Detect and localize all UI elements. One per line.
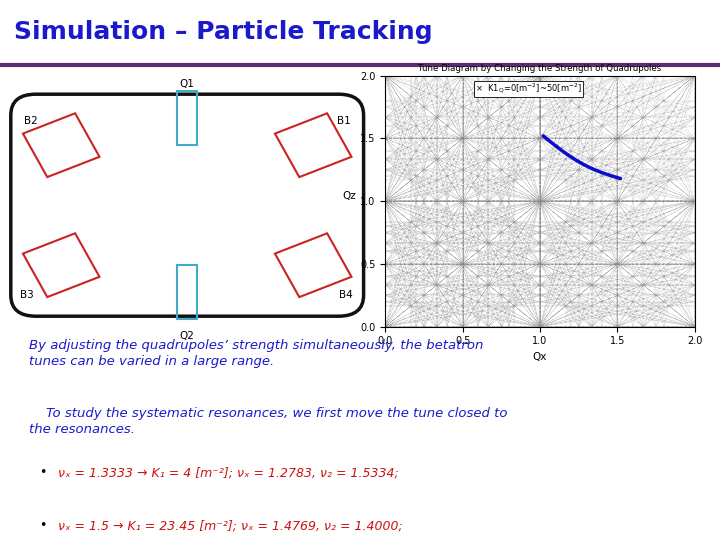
Text: B4: B4	[338, 290, 353, 300]
Text: Simulation – Particle Tracking: Simulation – Particle Tracking	[14, 19, 433, 44]
Text: Q2: Q2	[180, 330, 194, 341]
Text: By adjusting the quadrupoles’ strength simultaneously, the betatron
tunes can be: By adjusting the quadrupoles’ strength s…	[29, 339, 483, 368]
Text: B2: B2	[24, 116, 37, 126]
Text: B3: B3	[20, 290, 34, 300]
Text: •: •	[40, 519, 47, 532]
X-axis label: Qx: Qx	[533, 352, 547, 362]
Text: $\times$  K1$_\mathrm{Q}$=0[m$^{-2}$]~50[m$^{-2}$]: $\times$ K1$_\mathrm{Q}$=0[m$^{-2}$]~50[…	[475, 82, 582, 96]
Title: Tune Diagram by Changing the Strength of Quadrupoles: Tune Diagram by Changing the Strength of…	[418, 64, 662, 73]
Y-axis label: Qz: Qz	[342, 191, 356, 201]
Bar	[177, 265, 197, 319]
Text: To study the systematic resonances, we first move the tune closed to
the resonan: To study the systematic resonances, we f…	[29, 407, 508, 436]
Text: •: •	[40, 466, 47, 479]
Bar	[177, 91, 197, 145]
Text: Q1: Q1	[180, 79, 194, 89]
Text: νₓ = 1.3333 → K₁ = 4 [m⁻²]; νₓ = 1.2783, ν₂ = 1.5334;: νₓ = 1.3333 → K₁ = 4 [m⁻²]; νₓ = 1.2783,…	[58, 466, 398, 479]
Text: B1: B1	[337, 116, 351, 126]
Text: νₓ = 1.5 → K₁ = 23.45 [m⁻²]; νₓ = 1.4769, ν₂ = 1.4000;: νₓ = 1.5 → K₁ = 23.45 [m⁻²]; νₓ = 1.4769…	[58, 519, 402, 532]
